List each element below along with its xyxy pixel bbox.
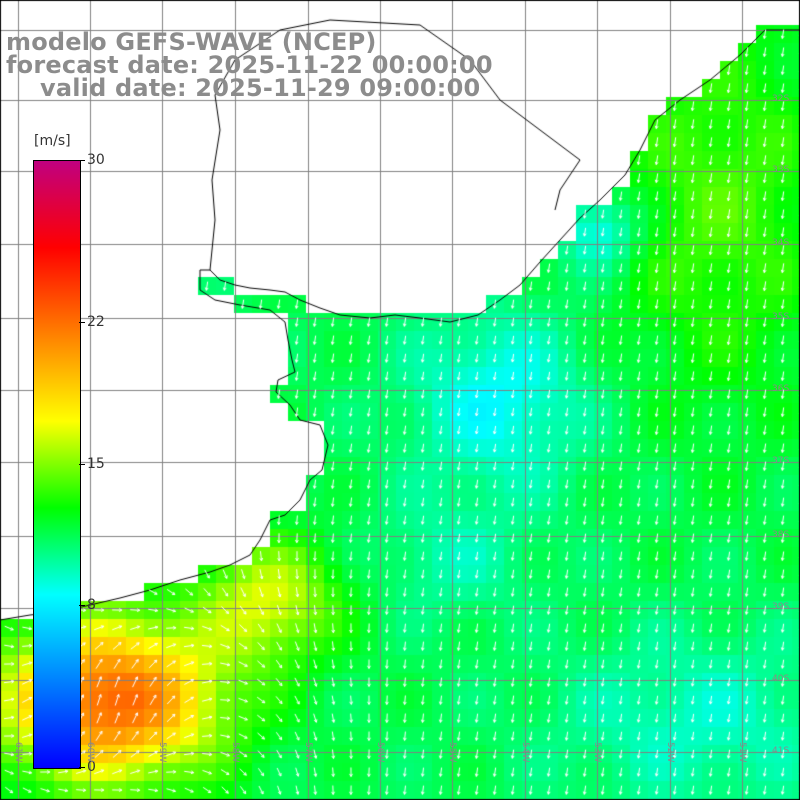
colorbar-tick-label: 8 [87, 597, 96, 614]
longitude-label: 53W [592, 742, 602, 763]
latitude-label: 40S [772, 674, 790, 684]
longitude-label: 57W [303, 742, 313, 763]
longitude-label: 59W [157, 742, 167, 763]
longitude-label: 55W [447, 742, 457, 763]
colorbar [33, 160, 81, 769]
colorbar-tick-label: 30 [87, 152, 105, 168]
latitude-label: 36S [772, 384, 790, 394]
latitude-label: 34S [772, 238, 790, 248]
latitude-label: 35S [772, 312, 790, 322]
colorbar-unit: [m/s] [34, 133, 71, 149]
latitude-label: 38S [772, 530, 790, 540]
latitude-label: 39S [772, 602, 790, 612]
longitude-label: 54W [520, 742, 530, 763]
longitude-label: 60W [85, 742, 95, 763]
longitude-label: 56W [375, 742, 385, 763]
latitude-label: 32S [772, 94, 790, 104]
forecast-date: forecast date: 2025-11-22 00:00:00 [6, 51, 493, 79]
longitude-label: 61W [13, 742, 23, 763]
colorbar-tick-mark [79, 605, 85, 607]
colorbar-tick-mark [79, 321, 85, 323]
colorbar-tick-label: 15 [87, 455, 105, 472]
colorbar-tick-label: 0 [87, 759, 96, 775]
colorbar-tick-mark [79, 767, 85, 768]
model-title: modelo GEFS-WAVE (NCEP) [6, 28, 377, 56]
longitude-label: 52W [665, 742, 675, 763]
colorbar-tick-mark [79, 463, 85, 465]
latitude-label: 37S [772, 456, 790, 466]
colorbar-tick-mark [79, 160, 85, 161]
latitude-label: 41S [772, 746, 790, 756]
longitude-label: 58W [230, 742, 240, 763]
colorbar-tick-label: 22 [87, 313, 105, 330]
longitude-label: 51W [737, 742, 747, 763]
latitude-label: 33S [772, 165, 790, 175]
valid-date: valid date: 2025-11-29 09:00:00 [40, 74, 481, 102]
